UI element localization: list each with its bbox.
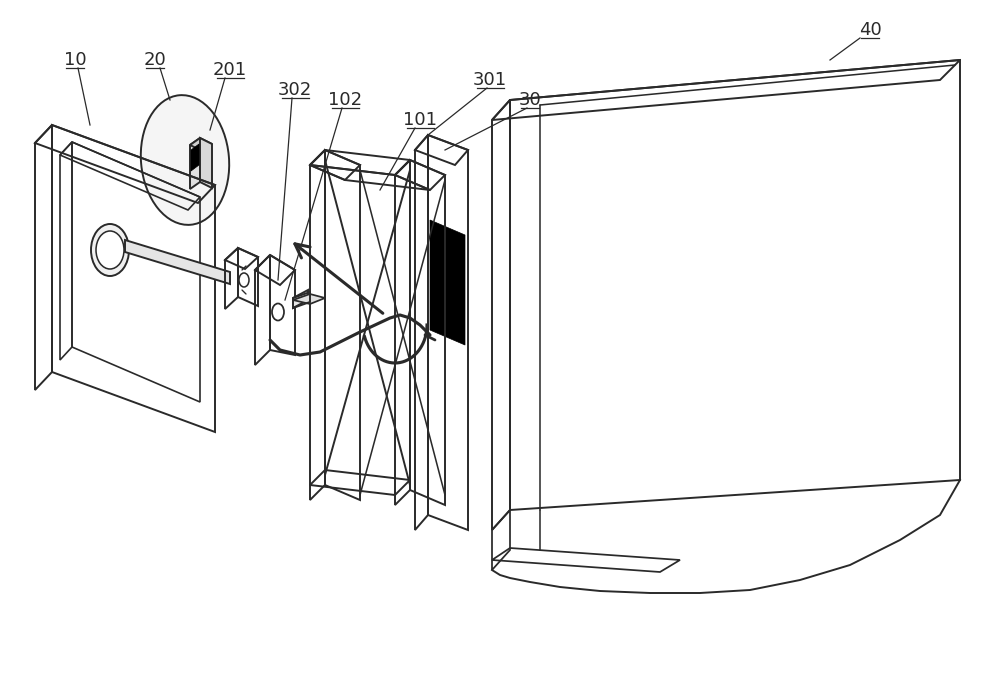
Text: 302: 302	[278, 81, 312, 99]
Polygon shape	[190, 138, 200, 189]
Text: 101: 101	[403, 111, 437, 129]
Polygon shape	[191, 144, 199, 171]
Text: 102: 102	[328, 91, 362, 109]
Polygon shape	[430, 220, 465, 345]
Ellipse shape	[141, 95, 229, 225]
Text: 10: 10	[64, 51, 86, 69]
Polygon shape	[293, 290, 308, 308]
Text: 201: 201	[213, 61, 247, 79]
Polygon shape	[200, 138, 212, 188]
Text: 301: 301	[473, 71, 507, 89]
Ellipse shape	[96, 231, 124, 269]
Ellipse shape	[272, 303, 284, 320]
Ellipse shape	[91, 224, 129, 276]
Polygon shape	[190, 138, 212, 151]
Text: 30: 30	[519, 91, 541, 109]
Polygon shape	[125, 240, 230, 284]
Text: 40: 40	[859, 21, 881, 39]
Ellipse shape	[239, 273, 249, 287]
Text: 20: 20	[144, 51, 166, 69]
Polygon shape	[293, 294, 325, 304]
